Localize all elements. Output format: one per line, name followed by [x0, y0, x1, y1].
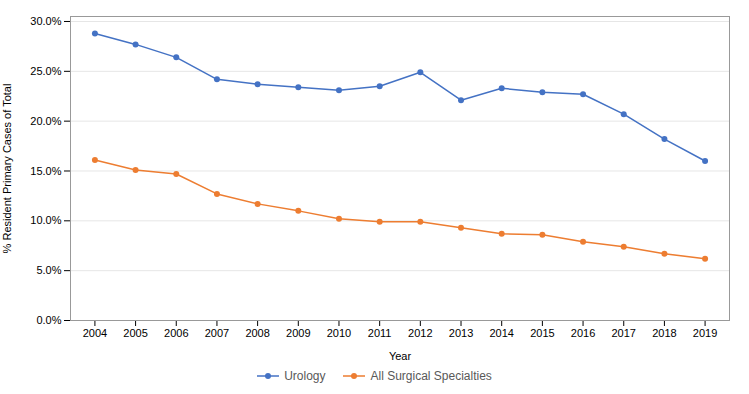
svg-text:2014: 2014 — [489, 327, 513, 339]
svg-text:0.0%: 0.0% — [36, 314, 61, 326]
svg-text:2015: 2015 — [530, 327, 554, 339]
html-text:All Surgical Specialties: All Surgical Specialties — [370, 369, 492, 383]
svg-text:2018: 2018 — [652, 327, 676, 339]
svg-text:10.0%: 10.0% — [30, 214, 61, 226]
svg-text:2019: 2019 — [693, 327, 717, 339]
html-text:Urology: Urology — [284, 369, 326, 383]
svg-text:2009: 2009 — [286, 327, 310, 339]
svg-text:30.0%: 30.0% — [30, 15, 61, 27]
svg-text:2004: 2004 — [83, 327, 107, 339]
svg-text:2016: 2016 — [571, 327, 595, 339]
svg-text:2007: 2007 — [205, 327, 229, 339]
svg-text:2010: 2010 — [327, 327, 351, 339]
svg-text:2011: 2011 — [368, 327, 392, 339]
svg-text:2005: 2005 — [123, 327, 147, 339]
svg-text:Year: Year — [389, 350, 412, 362]
svg-text:2008: 2008 — [245, 327, 269, 339]
svg-text:2006: 2006 — [164, 327, 188, 339]
svg-text:25.0%: 25.0% — [30, 65, 61, 77]
svg-text:2013: 2013 — [449, 327, 473, 339]
svg-text:2012: 2012 — [408, 327, 432, 339]
svg-text:5.0%: 5.0% — [36, 264, 61, 276]
svg-text:20.0%: 20.0% — [30, 115, 61, 127]
svg-text:% Resident Primary Cases of To: % Resident Primary Cases of Total — [1, 84, 13, 254]
svg-text:2017: 2017 — [611, 327, 635, 339]
svg-text:15.0%: 15.0% — [30, 165, 61, 177]
